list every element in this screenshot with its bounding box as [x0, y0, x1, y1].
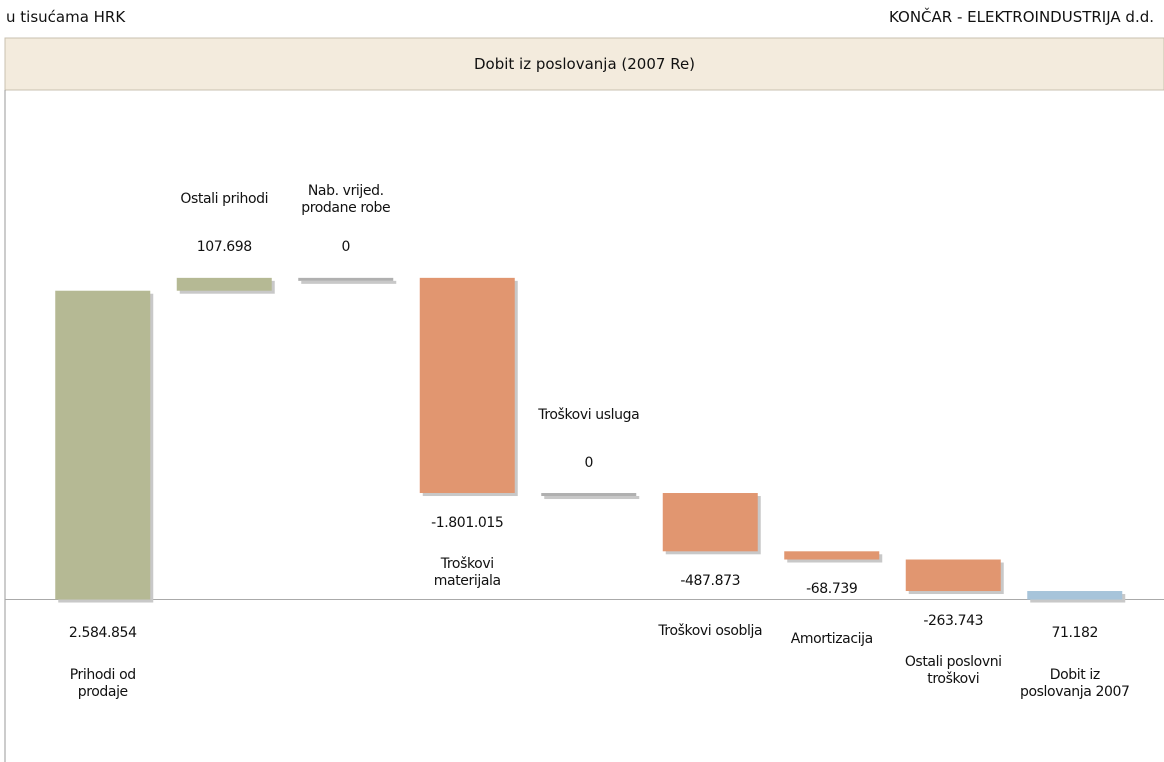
bar — [176, 277, 272, 291]
category-label: Troškovi osoblja — [658, 622, 763, 639]
value-label: 0 — [584, 454, 593, 471]
value-label: -263.743 — [923, 612, 984, 629]
value-label: -68.739 — [806, 581, 858, 597]
value-label: 2.584.854 — [68, 625, 137, 642]
value-label: 0 — [341, 239, 350, 256]
bar — [419, 277, 515, 494]
value-label: 107.698 — [196, 239, 252, 256]
value-label: -487.873 — [680, 572, 741, 589]
unit-note: u tisućama HRK — [6, 8, 126, 26]
category-label: Nab. vrijed. prodane robe — [301, 182, 391, 216]
bar — [55, 290, 151, 600]
bar — [784, 551, 880, 560]
bar — [298, 277, 394, 281]
category-label: Amortizacija — [790, 631, 874, 647]
value-label: 71.182 — [1051, 625, 1099, 642]
category-label: Ostali prihodi — [180, 191, 269, 208]
bar — [905, 559, 1001, 592]
chart-title: Dobit iz poslovanja (2007 Re) — [473, 55, 696, 73]
category-label: Troškovi usluga — [538, 406, 640, 423]
bar — [1027, 591, 1123, 600]
value-label: -1.801.015 — [431, 514, 504, 531]
category-label: Prihodi od prodaje — [69, 666, 136, 700]
bar-shadow — [544, 496, 640, 500]
title-band — [4, 37, 1164, 91]
category-label: Troškovi materijala — [433, 556, 501, 590]
bar-shadow — [301, 280, 397, 284]
company: KONČAR - ELEKTROINDUSTRIJA d.d. — [889, 8, 1154, 26]
category-label: Ostali poslovni troškovi — [904, 654, 1002, 688]
bar — [541, 493, 637, 497]
bar — [662, 493, 758, 552]
category-label: Dobit iz poslovanja 2007 — [1020, 666, 1130, 700]
